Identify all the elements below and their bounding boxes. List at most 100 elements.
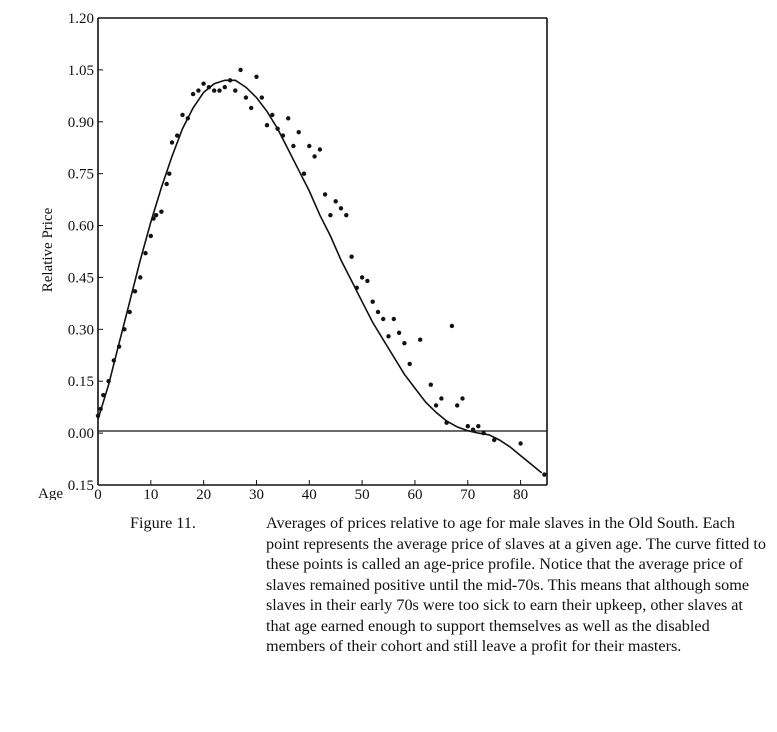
data-point [476,424,481,429]
data-point [264,123,270,128]
data-point [365,278,370,284]
data-point [98,406,103,412]
data-point [259,95,264,100]
data-point [396,330,402,335]
age-price-profile-curve [97,79,543,474]
data-point [190,91,196,97]
data-point [164,181,169,187]
data-point [106,379,111,384]
data-point [212,88,217,93]
data-point [542,472,547,477]
y-tick-label: 1.20 [68,11,94,27]
data-point [433,403,439,408]
data-point [101,392,106,398]
data-point [201,81,206,86]
data-point [465,424,470,429]
y-tick-label: 1.05 [68,63,94,79]
data-point [95,413,101,418]
x-tick-label: 20 [196,487,211,500]
data-point [249,105,254,111]
data-point [222,85,227,90]
x-tick-label: 70 [460,487,475,500]
data-point [444,420,449,425]
data-point [428,382,433,387]
data-point [217,88,222,93]
y-tick-label: 0.30 [68,322,94,338]
y-tick-label: 0.60 [68,219,94,235]
data-point [359,275,365,280]
data-point [349,254,354,259]
data-point [116,344,122,349]
data-point [301,171,307,176]
x-tick-label: 0 [94,487,102,500]
data-point [381,316,386,322]
data-point [481,430,486,436]
data-point [243,95,249,100]
x-tick-label: 60 [407,487,422,500]
data-point [153,213,159,218]
data-point [132,289,138,294]
x-tick-label: 80 [513,487,528,500]
data-point [175,133,180,138]
data-point [238,67,243,73]
data-point [185,116,190,121]
data-point [291,143,296,149]
x-tick-label: 10 [143,487,158,500]
data-point [344,213,349,218]
data-point [492,437,497,443]
data-point [470,427,476,432]
data-point [328,213,333,218]
data-point [286,116,291,121]
y-tick-label: 0.75 [68,167,94,183]
data-point [407,361,412,367]
y-tick-label: 0.15 [68,478,94,494]
figure-label: Figure 11. [130,514,196,532]
y-tick-label: 0.45 [68,270,94,286]
x-tick-labels: 0 10 20 30 40 50 60 70 80 [94,480,528,500]
data-point [167,171,172,176]
data-point [354,285,359,290]
data-point [275,126,280,131]
data-point [312,154,317,159]
data-point [280,133,286,138]
caption-text: Averages of prices relative to age for m… [266,514,766,655]
data-point [180,112,185,118]
data-point [460,396,465,401]
y-tick-label: 0.00 [68,426,94,442]
data-point [307,143,312,149]
plot-frame [97,17,548,486]
data-point [270,112,275,118]
data-point [227,78,233,83]
figure-caption: Figure 11. Averages of prices relative t… [130,513,770,657]
data-point [317,147,323,152]
data-point [159,209,164,214]
data-points [95,67,547,477]
x-tick-label: 40 [302,487,317,500]
data-point [322,192,328,197]
data-point [127,309,132,315]
data-point [418,337,423,342]
data-point [386,334,391,339]
data-point [143,251,148,256]
data-point [296,130,301,135]
data-point [439,396,444,401]
data-point [254,74,259,80]
data-point [333,199,338,204]
data-point [148,233,153,239]
data-point [455,403,460,408]
x-tick-label: 30 [249,487,264,500]
data-point [151,216,156,221]
y-tick-label: 0.90 [68,115,94,131]
data-point [122,327,127,332]
data-point [449,323,455,329]
data-point [206,85,212,90]
data-point [518,441,523,446]
y-tick-label: 0.15 [68,374,94,390]
data-point [338,206,344,211]
data-point [111,358,117,363]
data-point [233,88,238,93]
data-point [169,140,175,145]
y-axis-label: Relative Price [40,207,56,292]
data-point [196,88,201,93]
x-tick-label: 50 [355,487,370,500]
